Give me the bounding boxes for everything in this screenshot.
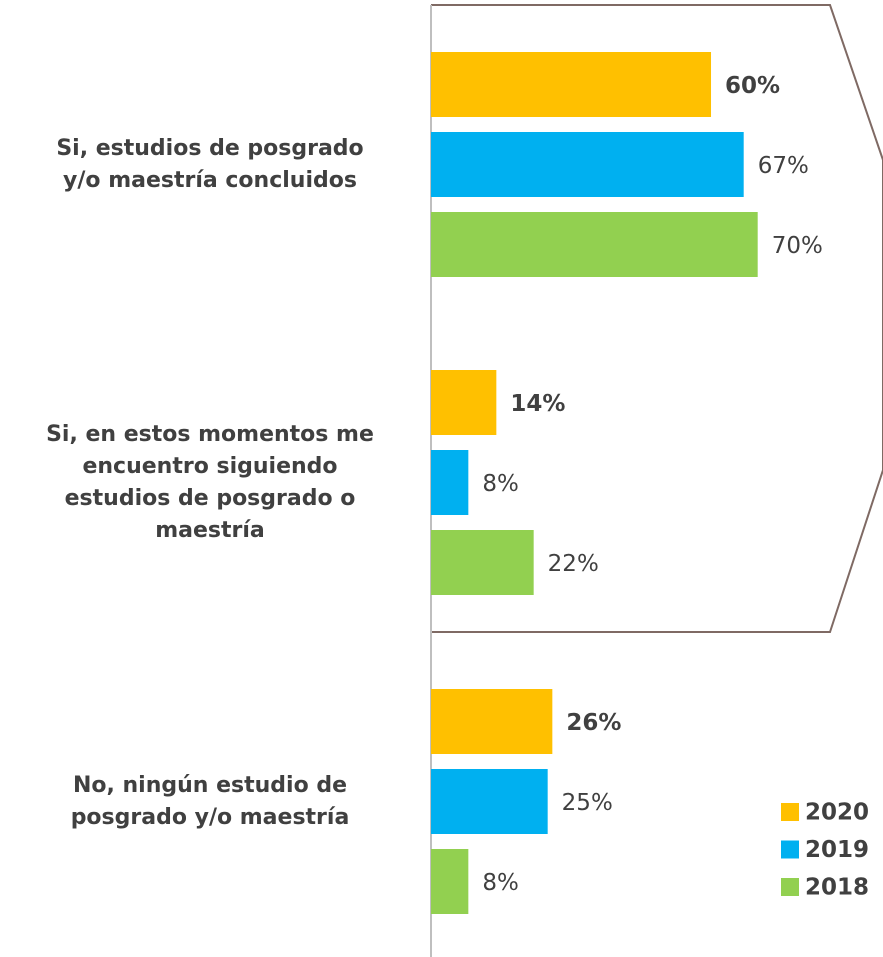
legend-swatch xyxy=(781,840,799,859)
highlight-frame xyxy=(431,4,883,633)
legend-label: 2019 xyxy=(805,837,869,863)
legend-label: 2018 xyxy=(805,875,869,901)
category-label: Si, estudios de posgrado y/o maestría co… xyxy=(56,135,364,193)
bar xyxy=(431,132,744,197)
bar xyxy=(431,530,534,595)
bar xyxy=(431,370,497,435)
value-label: 8% xyxy=(482,471,519,497)
value-label: 26% xyxy=(566,710,621,736)
bar xyxy=(431,52,712,117)
bar xyxy=(431,849,469,914)
bar xyxy=(431,769,548,834)
bar xyxy=(431,212,758,277)
legend-label: 2020 xyxy=(805,800,869,826)
value-label: 25% xyxy=(562,790,613,816)
value-label: 67% xyxy=(758,153,809,179)
value-label: 70% xyxy=(772,233,823,259)
value-label: 60% xyxy=(725,73,780,99)
bar xyxy=(431,450,469,515)
legend-swatch xyxy=(781,803,799,821)
legend-swatch xyxy=(781,878,799,896)
value-label: 8% xyxy=(482,870,519,896)
bar xyxy=(431,689,553,754)
value-label: 22% xyxy=(548,551,599,577)
category-label: No, ningún estudio de posgrado y/o maest… xyxy=(70,772,350,830)
category-label: Si, en estos momentos me encuentro sigui… xyxy=(46,421,374,543)
value-label: 14% xyxy=(510,391,565,417)
